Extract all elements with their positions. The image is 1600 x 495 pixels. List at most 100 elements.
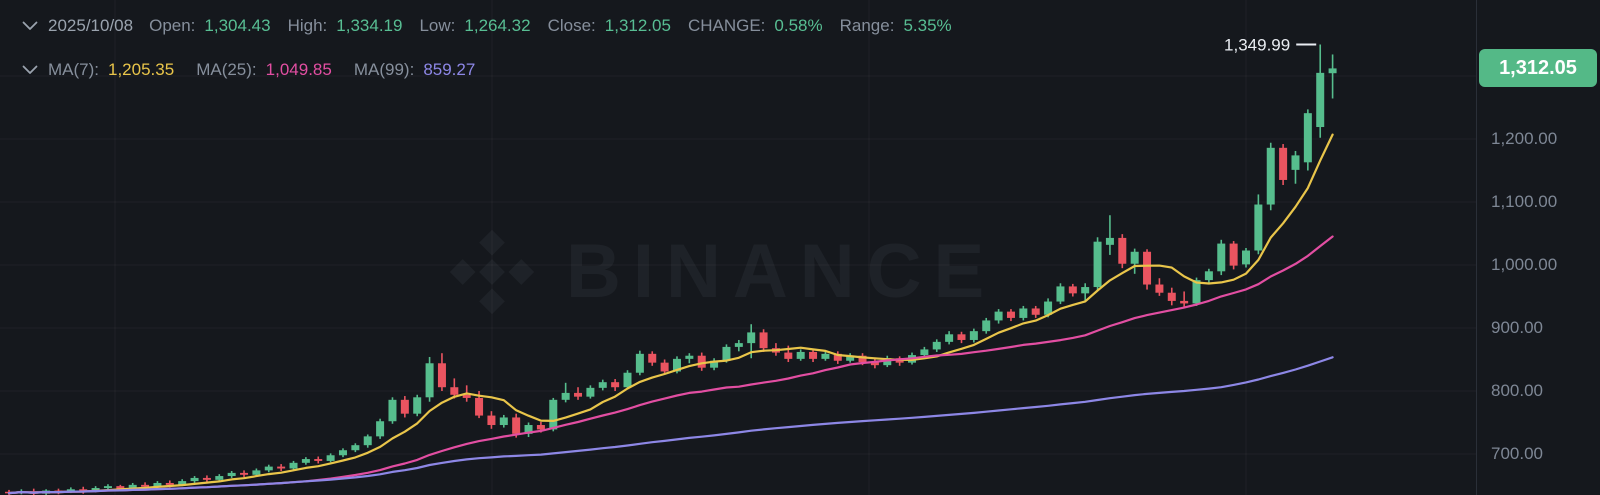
candle-body [883, 358, 892, 366]
candle-body [388, 399, 397, 422]
candle-body [920, 349, 929, 356]
candle-body [487, 415, 496, 426]
candle-body [870, 362, 879, 366]
price-axis[interactable]: 1,200.00 1,100.00 1,000.00 900.00 800.00… [1476, 0, 1600, 495]
ma7-value: 1,205.35 [108, 60, 175, 79]
candle-body [1167, 292, 1176, 301]
axis-label: 1,200.00 [1491, 129, 1558, 148]
candle-body [301, 459, 310, 463]
candle-body [475, 397, 484, 416]
ma25-line [7, 235, 1334, 495]
candle-body [623, 372, 632, 388]
candle-body [202, 477, 211, 480]
candle-body [103, 486, 112, 489]
candle-body [1266, 147, 1275, 205]
candle-body [957, 334, 966, 340]
candle-body [1006, 311, 1015, 318]
ohlc-legend-row: 2025/10/08 Open: 1,304.43 High: 1,334.19… [22, 16, 969, 36]
candle-body [376, 421, 385, 437]
candle-body [1279, 147, 1288, 180]
candle-body [1093, 241, 1102, 288]
candle-body [450, 387, 459, 395]
candle-body [833, 353, 842, 361]
change-value: 0.58% [774, 16, 823, 35]
last-price-badge: 1,312.05 [1479, 49, 1597, 88]
collapse-chevron-icon[interactable] [22, 21, 38, 31]
ma99-label: MA(99): [353, 60, 415, 79]
candle-body [153, 482, 162, 487]
candle-body [722, 346, 731, 361]
open-label: Open: [149, 16, 196, 35]
axis-label: 1,000.00 [1491, 255, 1558, 274]
candle-body [1056, 286, 1065, 302]
range-label: Range: [839, 16, 895, 35]
candle-body [574, 392, 583, 397]
candle-body [425, 363, 434, 398]
candle-body [1044, 301, 1053, 315]
candle-body [672, 358, 681, 372]
ma7-label: MA(7): [48, 60, 99, 79]
candle-body [165, 482, 174, 485]
ma-collapse-chevron-icon[interactable] [22, 65, 38, 75]
candle-date: 2025/10/08 [48, 16, 134, 35]
candle-body [462, 394, 471, 398]
candle-body [512, 417, 521, 434]
ma25-value: 1,049.85 [265, 60, 332, 79]
candle-body [215, 476, 224, 480]
ma7-line [7, 133, 1334, 495]
candle-body [227, 472, 236, 477]
candle-body [128, 484, 137, 489]
candle-body [1180, 300, 1189, 304]
candle-body [252, 470, 261, 475]
candle-body [1081, 287, 1090, 294]
candle-body [400, 399, 409, 414]
candle-body [1316, 72, 1325, 128]
candle-body [759, 332, 768, 349]
candle-body [116, 486, 125, 489]
candle-body [190, 477, 199, 482]
candle-body [1031, 308, 1040, 315]
high-annotation-text: 1,349.99 [1224, 36, 1290, 55]
candle-body [784, 352, 793, 359]
candle-body [586, 387, 595, 397]
candle-body [1254, 204, 1263, 251]
candle-body [1192, 280, 1201, 304]
candle-body [1242, 250, 1250, 265]
candle-body [932, 341, 941, 350]
candle-body [809, 351, 818, 359]
candle-body [1155, 284, 1164, 293]
candle-body [796, 351, 805, 359]
candle-body [326, 455, 335, 461]
candle-body [437, 363, 446, 388]
high-value: 1,334.19 [336, 16, 403, 35]
candle-body [697, 355, 706, 368]
range-value: 5.35% [903, 16, 952, 35]
candle-body [1204, 271, 1213, 281]
candle-body [1229, 243, 1238, 266]
candle-body [1303, 113, 1312, 163]
axis-label: 1,100.00 [1491, 192, 1558, 211]
candle-body [240, 472, 249, 475]
candle-body [734, 343, 743, 347]
candle-body [1105, 237, 1114, 245]
axis-label: 700.00 [1491, 444, 1543, 463]
candle-body [314, 459, 323, 461]
candle-body [289, 462, 298, 469]
close-value: 1,312.05 [604, 16, 671, 35]
candle-body [982, 320, 991, 332]
change-label: CHANGE: [687, 16, 766, 35]
candle-body [1130, 251, 1139, 264]
candle-body [1118, 237, 1127, 264]
candle-body [648, 353, 657, 363]
ma99-line [7, 356, 1334, 495]
candle-body [1068, 286, 1077, 294]
candle-body [710, 360, 719, 368]
candle-body [969, 331, 978, 340]
candle-body [1019, 308, 1028, 318]
axis-label: 900.00 [1491, 318, 1543, 337]
ma-legend-row: MA(7): 1,205.35 MA(25): 1,049.85 MA(99):… [22, 60, 497, 80]
high-label: High: [287, 16, 328, 35]
candle-body [858, 355, 867, 363]
